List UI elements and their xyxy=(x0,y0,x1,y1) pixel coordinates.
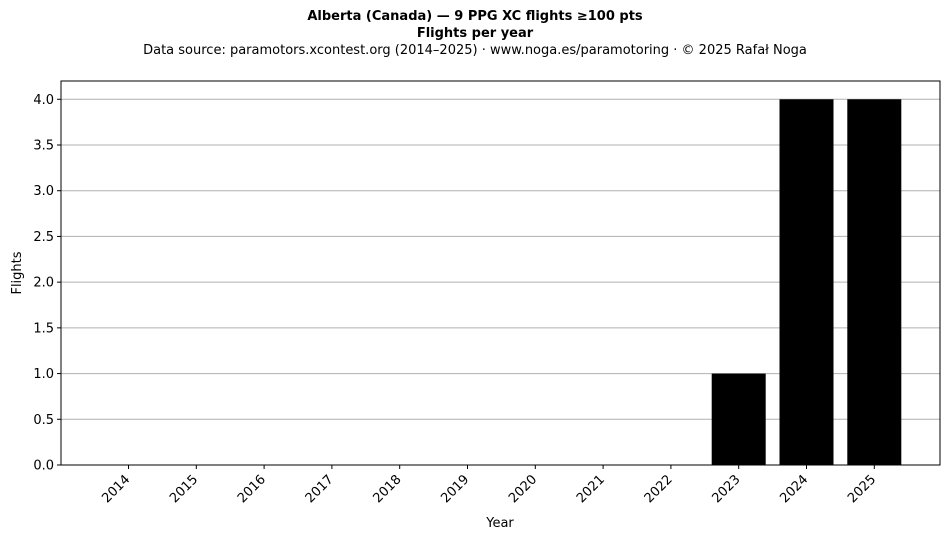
y-tick-label: 1.5 xyxy=(33,321,54,336)
y-axis-label: Flights xyxy=(10,251,25,294)
y-tick-label: 3.0 xyxy=(33,184,54,199)
x-axis-label: Year xyxy=(485,516,514,531)
y-tick-label: 4.0 xyxy=(33,93,54,108)
y-tick-label: 0.0 xyxy=(33,459,54,474)
chart-title: Alberta (Canada) — 9 PPG XC flights ≥100… xyxy=(307,9,643,24)
y-tick-label: 2.5 xyxy=(33,230,54,245)
x-tick-label: 2017 xyxy=(303,472,337,506)
y-tick-label: 1.0 xyxy=(33,367,54,382)
x-tick-label: 2014 xyxy=(99,472,133,506)
bars xyxy=(711,99,902,466)
x-tick-label: 2021 xyxy=(574,472,608,506)
bar-2023 xyxy=(711,373,766,465)
x-axis: 2014 2015 2016 2017 2018 2019 2020 2021 2022 2023… xyxy=(99,465,879,506)
x-tick-label: 2024 xyxy=(777,472,811,506)
y-tick-label: 2.0 xyxy=(33,276,54,291)
plot-frame xyxy=(60,80,941,466)
y-axis: 0.0 0.5 1.0 1.5 2.0 2.5 3.0 3.5 4.0 xyxy=(33,93,61,474)
x-tick-label: 2016 xyxy=(235,472,269,506)
y-tick-label: 3.5 xyxy=(33,139,54,154)
y-tick-label: 0.5 xyxy=(33,413,54,428)
x-tick-label: 2020 xyxy=(506,472,540,506)
chart-subtitle: Flights per year xyxy=(416,26,534,41)
bar-2025 xyxy=(847,99,902,466)
x-tick-label: 2015 xyxy=(167,472,201,506)
x-tick-label: 2023 xyxy=(710,472,744,506)
x-tick-label: 2019 xyxy=(438,472,472,506)
x-tick-label: 2025 xyxy=(845,472,879,506)
bar-2024 xyxy=(779,99,834,466)
chart-source: Data source: paramotors.xcontest.org (20… xyxy=(143,43,807,58)
x-tick-label: 2018 xyxy=(371,472,405,506)
x-tick-label: 2022 xyxy=(642,472,676,506)
